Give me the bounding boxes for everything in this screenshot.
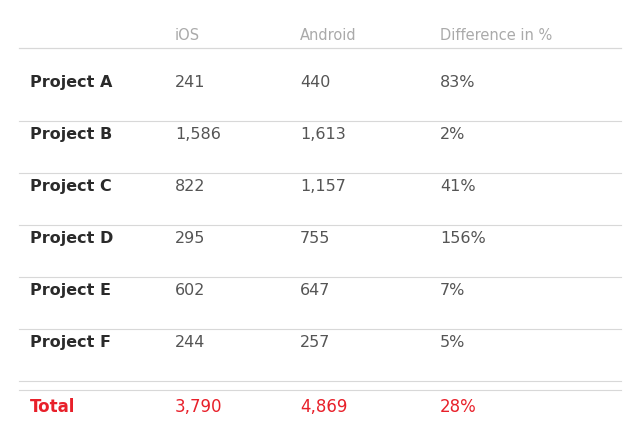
Text: Project D: Project D xyxy=(30,231,113,246)
Text: 83%: 83% xyxy=(440,75,476,90)
Text: Total: Total xyxy=(30,398,76,416)
Text: 7%: 7% xyxy=(440,283,465,298)
Text: 602: 602 xyxy=(175,283,205,298)
Text: Difference in %: Difference in % xyxy=(440,28,552,43)
Text: 1,586: 1,586 xyxy=(175,127,221,142)
Text: Project C: Project C xyxy=(30,179,112,194)
Text: 241: 241 xyxy=(175,75,205,90)
Text: 440: 440 xyxy=(300,75,330,90)
Text: 41%: 41% xyxy=(440,179,476,194)
Text: 647: 647 xyxy=(300,283,330,298)
Text: 295: 295 xyxy=(175,231,205,246)
Text: 244: 244 xyxy=(175,335,205,350)
Text: 2%: 2% xyxy=(440,127,465,142)
Text: 28%: 28% xyxy=(440,398,477,416)
Text: Project A: Project A xyxy=(30,75,113,90)
Text: 1,613: 1,613 xyxy=(300,127,346,142)
Text: Android: Android xyxy=(300,28,356,43)
Text: 4,869: 4,869 xyxy=(300,398,348,416)
Text: 5%: 5% xyxy=(440,335,465,350)
Text: Project F: Project F xyxy=(30,335,111,350)
Text: 3,790: 3,790 xyxy=(175,398,223,416)
Text: 822: 822 xyxy=(175,179,205,194)
Text: Project B: Project B xyxy=(30,127,112,142)
Text: 1,157: 1,157 xyxy=(300,179,346,194)
Text: 755: 755 xyxy=(300,231,330,246)
Text: iOS: iOS xyxy=(175,28,200,43)
Text: 156%: 156% xyxy=(440,231,486,246)
Text: 257: 257 xyxy=(300,335,330,350)
Text: Project E: Project E xyxy=(30,283,111,298)
